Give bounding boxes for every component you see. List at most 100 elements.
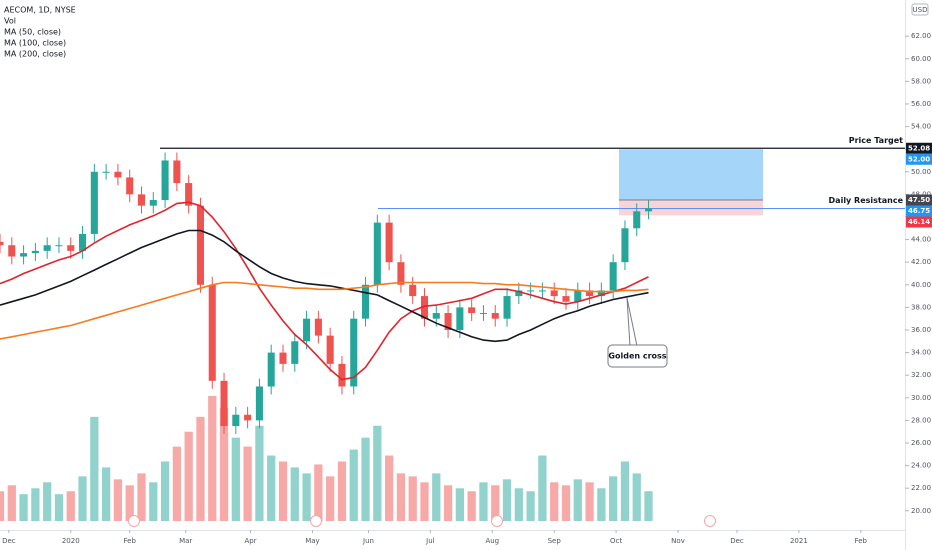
volume-bar <box>396 473 406 521</box>
volume-bar <box>491 485 500 521</box>
volume-bar <box>609 476 618 521</box>
x-tick-label: Nov <box>671 537 685 545</box>
price-label: 52.00 <box>908 155 930 163</box>
x-tick-label: Oct <box>610 537 622 545</box>
annotation: Price Target <box>849 136 903 145</box>
callout-box <box>607 344 668 368</box>
candle-body <box>515 290 523 297</box>
volume-bar <box>255 425 264 521</box>
candle-body <box>90 171 98 234</box>
candle-body <box>161 160 169 201</box>
candle-body <box>373 222 381 285</box>
x-tick-label: Jul <box>425 537 435 545</box>
volume-bar <box>326 476 335 521</box>
candle-body <box>420 296 429 319</box>
volume-bar <box>0 491 5 521</box>
price-label-box <box>906 194 932 206</box>
candle-body <box>527 290 535 292</box>
volume-bar <box>231 437 240 521</box>
candle-body <box>173 160 181 184</box>
volume-bar <box>302 473 311 521</box>
candle-body <box>633 211 641 229</box>
x-tick-label: Sep <box>548 537 562 545</box>
candle-body <box>291 341 299 364</box>
annotation: Daily Resistance <box>829 196 904 205</box>
candle-body <box>314 318 322 336</box>
candle-body <box>586 290 594 297</box>
candle-body <box>362 284 370 319</box>
volume-bar <box>538 455 547 521</box>
candle-body <box>208 284 216 381</box>
x-tick-label: Jun <box>362 537 374 545</box>
y-tick-label: 42.00 <box>911 258 931 266</box>
volume-bar <box>467 491 476 521</box>
candle-body <box>456 307 464 330</box>
y-tick-label: 30.00 <box>911 394 931 402</box>
candle-body <box>267 352 275 387</box>
annotation: Golden cross <box>608 352 666 361</box>
volume-bar <box>149 482 158 521</box>
price-label-box <box>906 153 932 165</box>
earnings-marker <box>491 515 503 527</box>
candle-body <box>550 290 558 297</box>
volume-bar <box>31 488 40 521</box>
volume-bar <box>184 431 193 521</box>
candle-body <box>644 208 653 212</box>
candle-body <box>538 290 546 292</box>
x-tick-label: Dec <box>2 537 16 545</box>
candle-body <box>244 414 252 421</box>
x-tick-label: Feb <box>855 537 868 545</box>
y-tick-label: 62.00 <box>911 32 931 40</box>
x-tick-label: Feb <box>124 537 137 545</box>
volume-bar <box>502 479 512 521</box>
volume-bar <box>432 473 441 521</box>
volume-bar <box>384 455 394 521</box>
volume-bar <box>125 485 134 521</box>
price-label: 46.14 <box>908 218 930 226</box>
candle-body <box>255 386 263 421</box>
moving-average-line <box>0 201 649 381</box>
volume-bar <box>19 494 28 521</box>
volume-bar <box>620 461 630 521</box>
volume-bar <box>408 476 417 521</box>
candle-body <box>102 171 110 173</box>
volume-bar <box>349 449 358 521</box>
candle-body <box>338 363 346 387</box>
candle-body <box>609 262 617 291</box>
y-tick-label: 36.00 <box>911 326 931 334</box>
candle-body <box>196 205 204 285</box>
x-tick-label: Mar <box>179 537 192 545</box>
volume-bar <box>43 482 52 521</box>
x-tick-label: 2021 <box>790 537 808 545</box>
volume-bar <box>479 482 488 521</box>
price-label: 47.50 <box>908 196 930 204</box>
candle-body <box>8 245 16 257</box>
volume-bar <box>278 461 288 521</box>
volume-bar <box>561 485 571 521</box>
volume-bar <box>137 473 146 521</box>
candle-body <box>31 250 39 254</box>
y-tick-label: 22.00 <box>911 484 931 492</box>
candle-body <box>185 183 193 206</box>
price-label: 46.75 <box>908 207 930 215</box>
callout-pointer <box>626 297 631 347</box>
currency-box[interactable] <box>911 3 929 16</box>
candle-body <box>220 380 228 427</box>
moving-average-line <box>0 229 649 343</box>
candle-body <box>574 290 582 302</box>
volume-bar <box>597 488 606 521</box>
candle-body <box>326 335 334 364</box>
candle-body <box>232 414 240 427</box>
candle-body <box>432 313 440 319</box>
candle-body <box>55 245 63 247</box>
x-tick-label: Aug <box>485 537 499 545</box>
legend-entry: MA (100, close) <box>4 39 66 48</box>
candle-body <box>397 262 405 285</box>
y-tick-label: 24.00 <box>911 462 931 470</box>
candle-body <box>444 313 452 330</box>
position-stop-zone <box>619 200 763 216</box>
volume-bar <box>361 437 370 521</box>
y-tick-label: 26.00 <box>911 439 931 447</box>
volume-bar <box>290 467 299 521</box>
volume-bar <box>78 476 87 521</box>
